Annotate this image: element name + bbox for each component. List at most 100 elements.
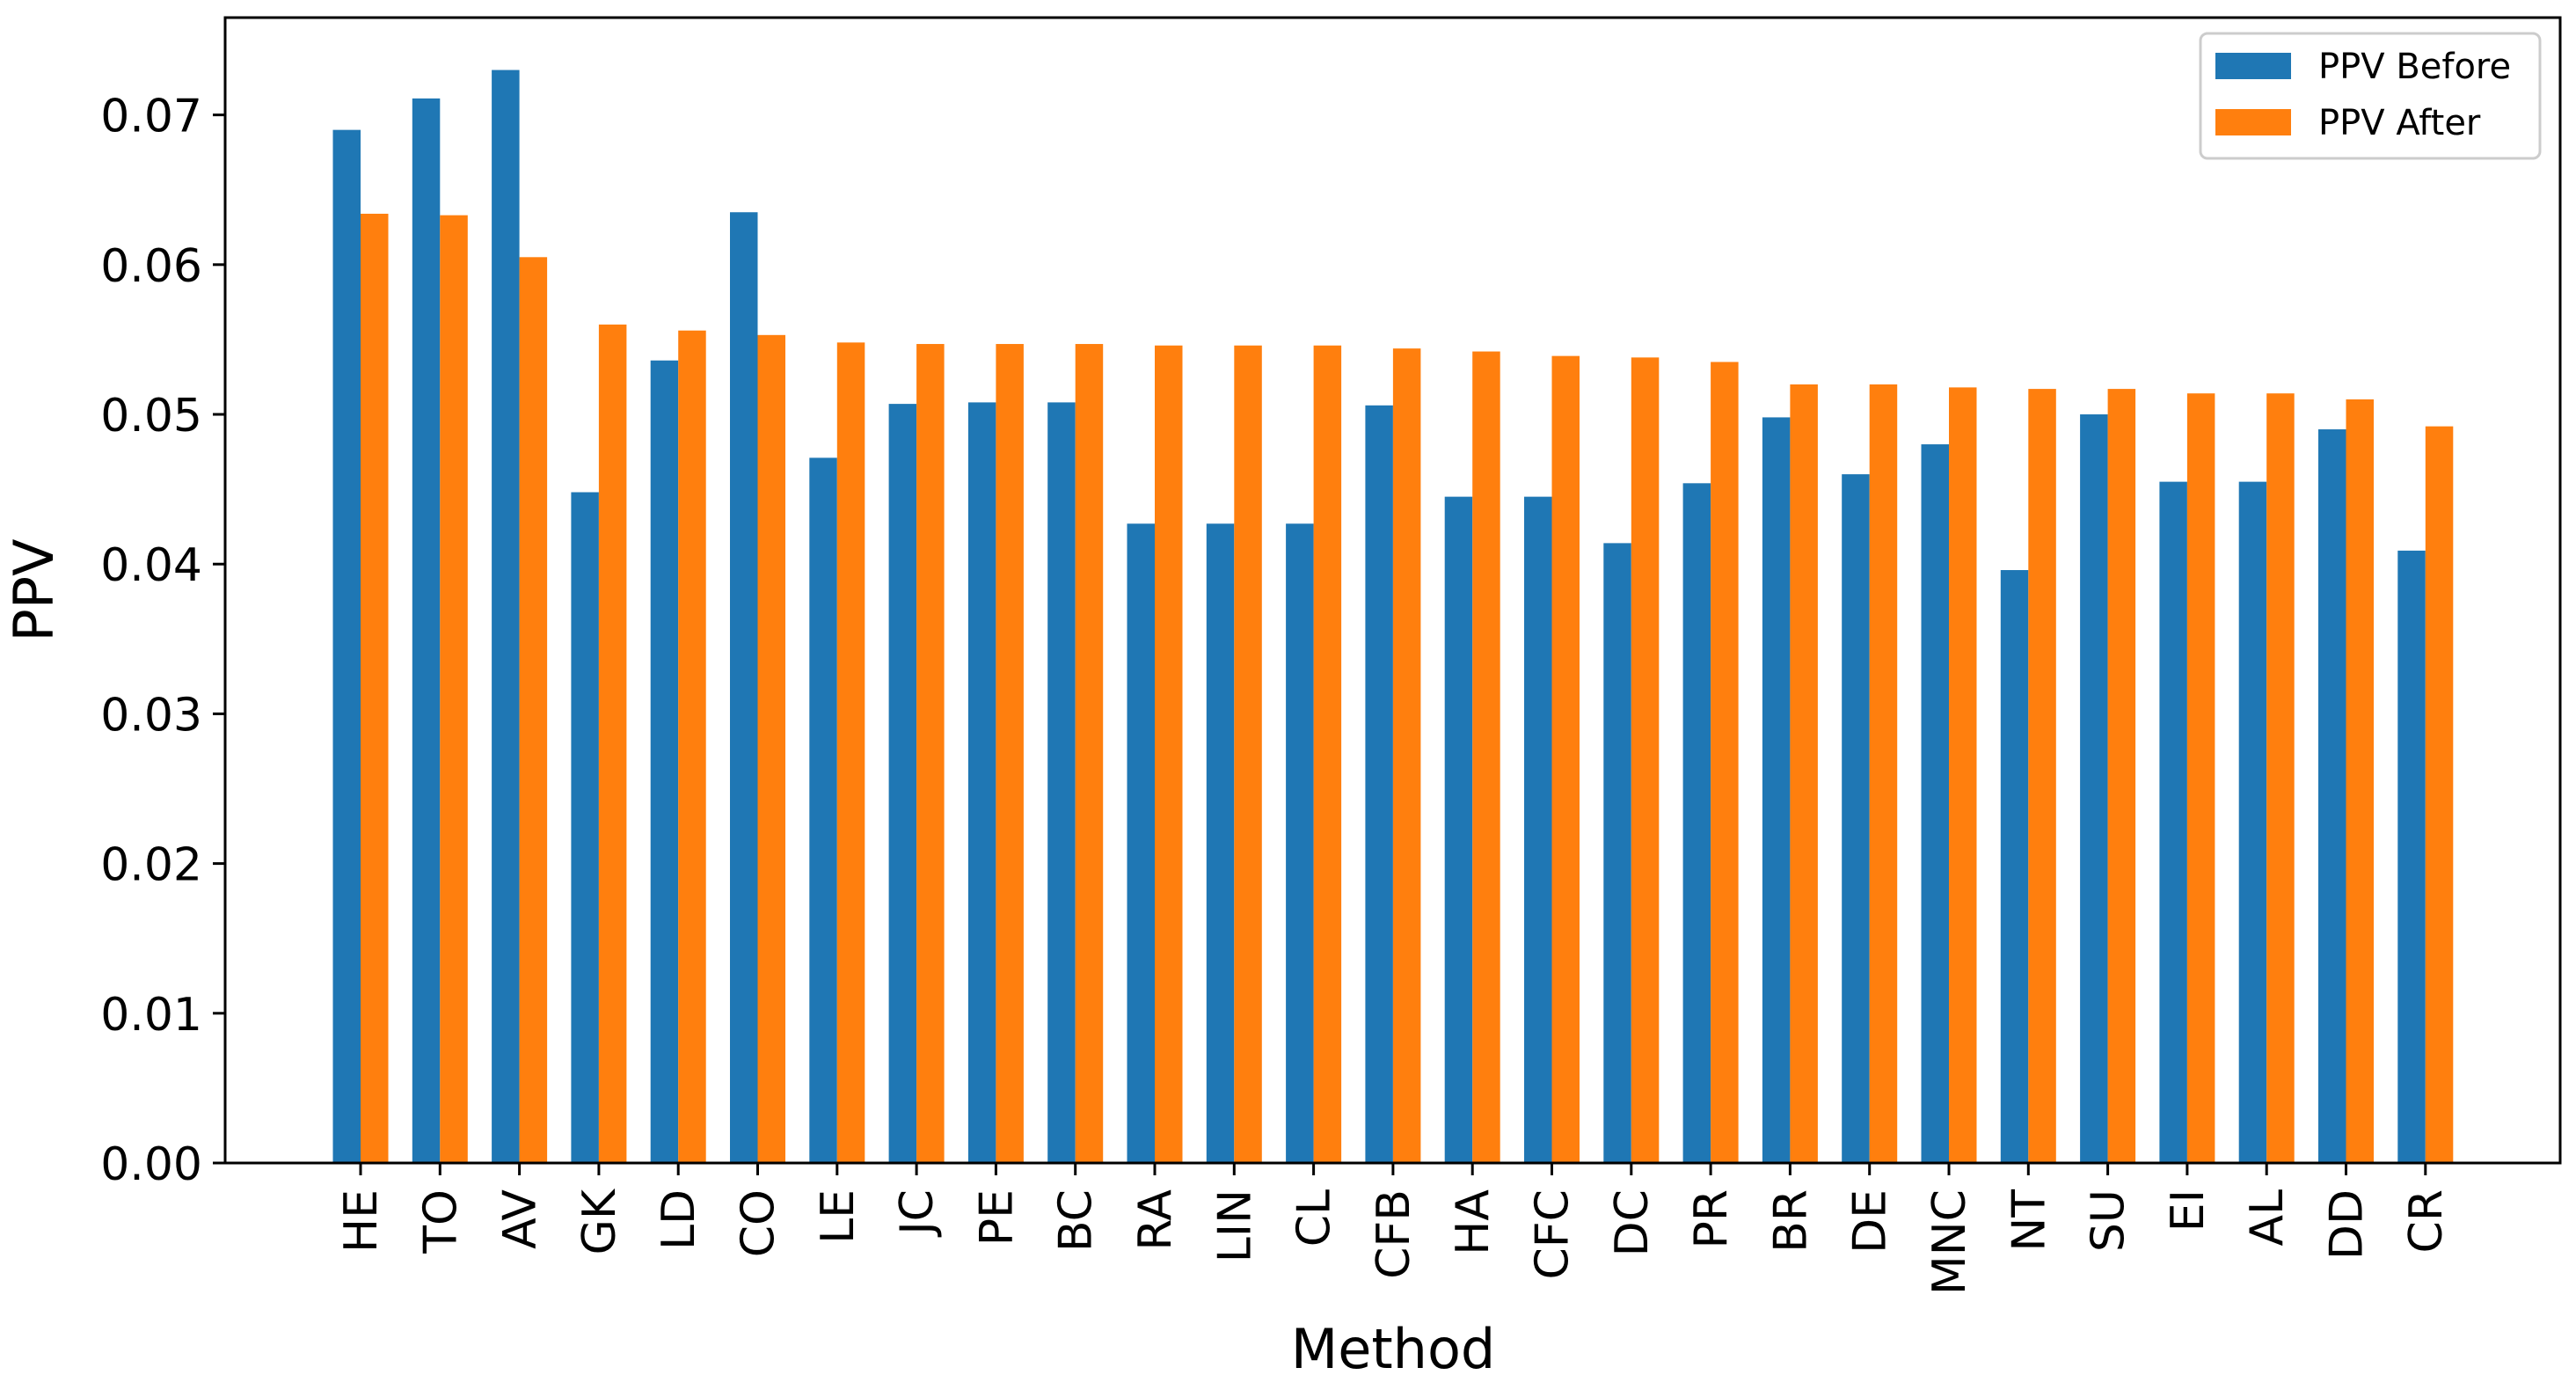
x-tick-label-lin: LIN	[1208, 1189, 1261, 1262]
y-tick-label: 0.01	[100, 989, 202, 1042]
bar-after-pr	[1711, 362, 1739, 1163]
y-tick-label: 0.06	[100, 240, 202, 293]
bar-before-le	[809, 457, 837, 1163]
bar-before-pe	[967, 402, 996, 1163]
bar-before-cl	[1286, 523, 1314, 1163]
bar-before-he	[332, 129, 361, 1163]
x-tick-label-bc: BC	[1050, 1189, 1103, 1252]
bar-after-nt	[2028, 389, 2056, 1164]
x-axis-label: Method	[1291, 1317, 1496, 1381]
y-tick-label: 0.05	[100, 390, 202, 443]
x-tick-label-pe: PE	[970, 1189, 1023, 1246]
bar-before-mnc	[1921, 444, 1949, 1163]
bar-after-he	[361, 213, 389, 1164]
bar-after-ei	[2186, 393, 2215, 1163]
x-tick-label-to: TO	[414, 1189, 467, 1254]
x-tick-label-su: SU	[2083, 1189, 2135, 1252]
legend-label-ppv-before: PPV Before	[2318, 47, 2511, 87]
bar-after-br	[1790, 384, 1818, 1164]
x-tick-label-cfc: CFC	[1527, 1189, 1580, 1280]
bar-before-cfb	[1365, 405, 1393, 1163]
bar-before-ei	[2159, 481, 2187, 1163]
y-tick-label: 0.04	[100, 539, 202, 592]
bar-after-ld	[678, 330, 706, 1164]
x-tick-label-dc: DC	[1606, 1189, 1659, 1256]
bar-before-bc	[1047, 402, 1076, 1163]
y-tick-label: 0.07	[100, 91, 202, 143]
bar-before-cfc	[1524, 496, 1552, 1163]
x-tick-label-nt: NT	[2003, 1189, 2055, 1252]
bar-before-cr	[2397, 550, 2426, 1163]
x-tick-label-cl: CL	[1288, 1189, 1341, 1247]
y-tick-label: 0.03	[100, 689, 202, 742]
legend-label-ppv-after: PPV After	[2318, 103, 2481, 143]
x-tick-label-mnc: MNC	[1923, 1189, 1976, 1295]
bar-before-ra	[1127, 523, 1155, 1163]
x-tick-label-ra: RA	[1129, 1189, 1182, 1251]
bar-before-av	[492, 69, 520, 1164]
bar-before-dc	[1603, 543, 1631, 1163]
x-axis-ticks: HE TO AV GK LD CO LE JC PE BC RA LIN CL CFB HA CFC DC PR B…	[335, 1163, 2453, 1295]
bar-after-ha	[1472, 351, 1500, 1163]
x-tick-label-co: CO	[733, 1189, 785, 1257]
x-tick-label-ei: EI	[2162, 1189, 2215, 1232]
bar-after-cfc	[1551, 355, 1580, 1163]
bar-before-to	[412, 98, 441, 1163]
x-tick-label-cr: CR	[2400, 1189, 2453, 1253]
bar-before-ha	[1444, 496, 1473, 1163]
bar-after-co	[757, 334, 785, 1163]
x-tick-label-he: HE	[335, 1189, 388, 1253]
bar-after-gk	[598, 324, 627, 1163]
x-tick-label-cfb: CFB	[1368, 1189, 1420, 1279]
x-tick-label-le: LE	[812, 1189, 865, 1244]
bar-after-av	[519, 257, 548, 1163]
bar-after-de	[1869, 384, 1898, 1164]
bar-before-su	[2080, 414, 2108, 1163]
bar-after-jc	[916, 344, 945, 1163]
x-tick-label-av: AV	[494, 1189, 547, 1249]
plot-frame	[223, 16, 2562, 1165]
bar-before-de	[1842, 474, 1870, 1163]
bar-before-br	[1762, 417, 1791, 1163]
bar-before-ld	[650, 360, 679, 1163]
y-tick-label: 0.00	[100, 1138, 202, 1191]
bar-after-cl	[1313, 345, 1342, 1164]
bar-after-pe	[996, 344, 1024, 1163]
bar-before-al	[2238, 481, 2267, 1163]
x-tick-label-br: BR	[1764, 1189, 1817, 1253]
bars-layer	[332, 69, 2454, 1164]
bar-after-bc	[1075, 344, 1104, 1163]
bar-after-to	[440, 215, 468, 1163]
bar-after-cr	[2425, 426, 2454, 1163]
bar-after-lin	[1234, 345, 1262, 1164]
bar-after-cfb	[1392, 348, 1421, 1163]
y-axis-label: PPV	[2, 538, 66, 641]
y-tick-label: 0.02	[100, 839, 202, 892]
x-tick-label-pr: PR	[1685, 1189, 1738, 1249]
bar-before-co	[730, 212, 758, 1163]
bar-before-nt	[2000, 570, 2029, 1163]
bar-after-dc	[1631, 357, 1660, 1164]
x-tick-label-ld: LD	[653, 1189, 705, 1250]
x-tick-label-ha: HA	[1447, 1189, 1500, 1255]
bar-before-lin	[1206, 523, 1235, 1163]
x-tick-label-de: DE	[1844, 1189, 1897, 1254]
x-tick-label-dd: DD	[2321, 1189, 2374, 1260]
bar-before-gk	[571, 492, 599, 1163]
y-axis-ticks: 0.00 0.01 0.02 0.03 0.04 0.05 0.06 0.07	[100, 91, 225, 1191]
bar-after-le	[836, 342, 865, 1164]
bar-after-su	[2107, 389, 2136, 1164]
legend-swatch-ppv-before	[2215, 53, 2291, 79]
x-tick-label-jc: JC	[891, 1189, 944, 1238]
bar-after-al	[2266, 393, 2295, 1163]
legend: PPV Before PPV After	[2199, 32, 2542, 160]
x-tick-label-gk: GK	[573, 1188, 626, 1254]
bar-before-dd	[2318, 429, 2346, 1163]
x-tick-label-al: AL	[2241, 1189, 2294, 1247]
bar-after-ra	[1155, 345, 1183, 1164]
bar-before-jc	[888, 404, 917, 1163]
bar-after-dd	[2346, 399, 2374, 1163]
bar-after-mnc	[1949, 387, 1977, 1163]
